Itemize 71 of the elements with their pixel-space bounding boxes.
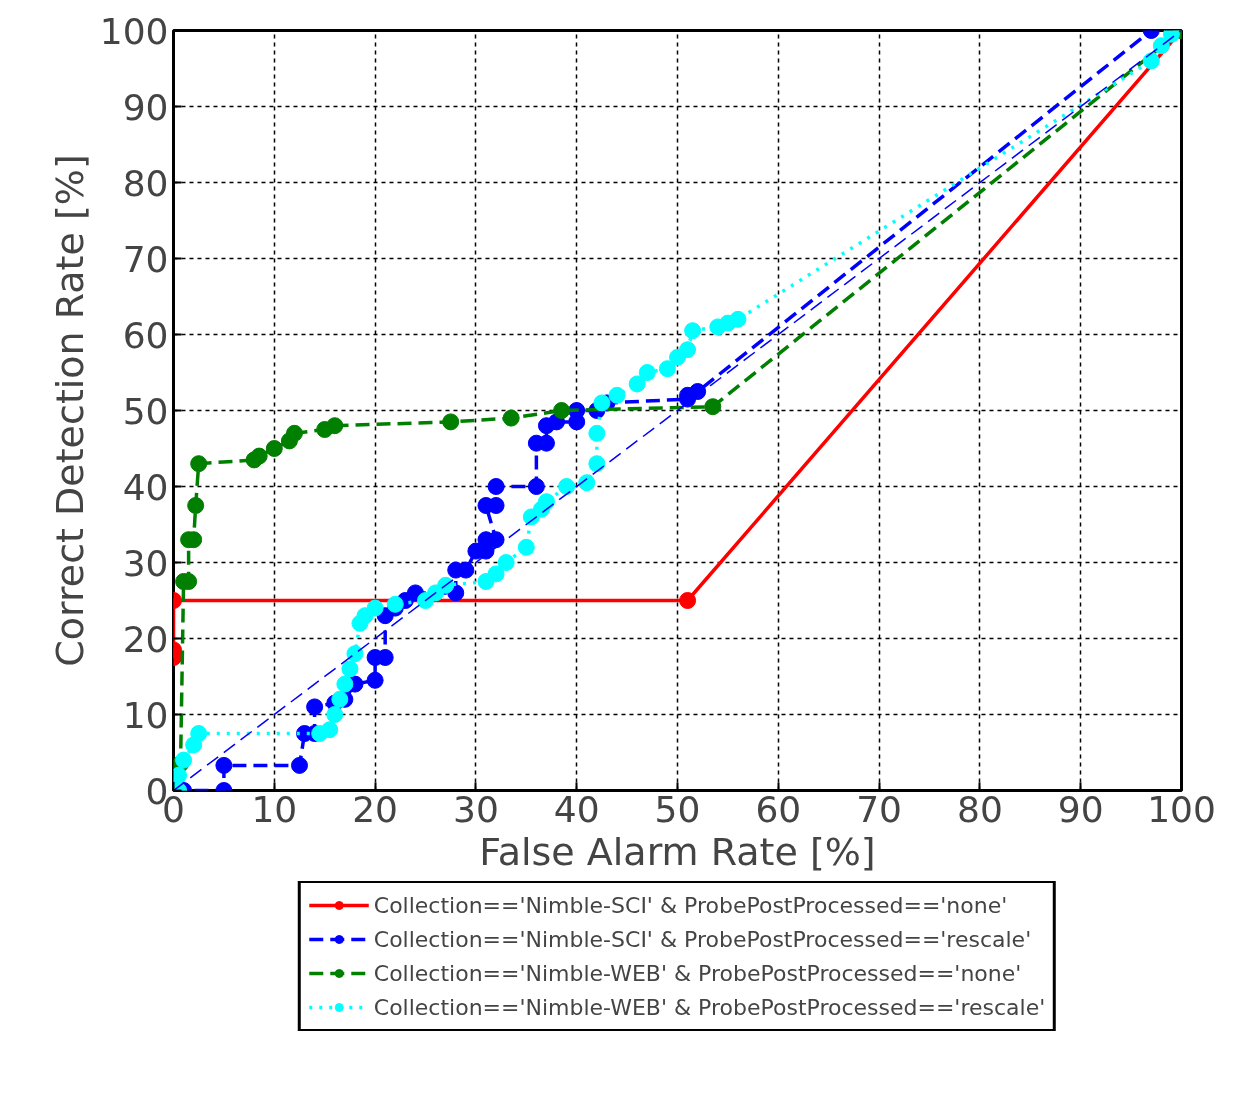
- point: [608, 386, 626, 404]
- point: [326, 706, 344, 723]
- x-tick-label: 30: [453, 788, 499, 830]
- point: [537, 493, 555, 511]
- point: [497, 554, 515, 571]
- point: [265, 440, 283, 457]
- y-tick-label: 80: [122, 162, 169, 204]
- point: [321, 721, 339, 739]
- point: [190, 725, 208, 742]
- point: [326, 417, 344, 435]
- x-tick-label: 40: [553, 788, 600, 830]
- y-axis-title: Correct Detection Rate [%]: [47, 154, 92, 667]
- point: [190, 455, 208, 473]
- point: [684, 322, 702, 340]
- y-tick-label: 40: [122, 466, 169, 508]
- point: [628, 375, 646, 393]
- point: [187, 497, 205, 514]
- point: [250, 447, 268, 465]
- point: [527, 478, 545, 495]
- x-tick-label: 100: [1147, 788, 1216, 830]
- x-tick-label: 10: [251, 788, 298, 830]
- y-tick-label: 30: [122, 542, 169, 584]
- legend-label: Collection=='Nimble-SCI' & ProbePostProcessed=='none': [373, 891, 1008, 919]
- point: [593, 394, 611, 412]
- point: [346, 645, 364, 663]
- y-tick-label: 70: [122, 238, 169, 280]
- point: [704, 398, 722, 416]
- point: [336, 675, 354, 693]
- x-tick-label: 80: [957, 788, 1003, 830]
- y-tick-label: 60: [122, 314, 169, 356]
- point: [689, 383, 707, 400]
- point: [487, 478, 505, 495]
- point: [658, 360, 676, 378]
- point: [517, 538, 535, 556]
- point: [502, 409, 520, 427]
- point: [366, 671, 384, 689]
- point: [175, 751, 193, 769]
- x-axis-title: False Alarm Rate [%]: [479, 829, 876, 874]
- point: [366, 599, 384, 617]
- point: [306, 698, 324, 716]
- x-tick-label: 90: [1057, 788, 1104, 830]
- point: [729, 310, 747, 328]
- point: [558, 478, 576, 495]
- point: [442, 413, 460, 431]
- point: [341, 660, 359, 678]
- point: [331, 690, 349, 708]
- point: [285, 424, 303, 442]
- point: [1152, 37, 1170, 55]
- x-tick-label: 20: [352, 788, 399, 830]
- point: [679, 341, 697, 359]
- point: [588, 455, 606, 473]
- legend-label: Collection=='Nimble-SCI' & ProbePostProcessed=='rescale': [373, 925, 1032, 953]
- legend-label: Collection=='Nimble-WEB' & ProbePostProcessed=='none': [373, 959, 1022, 987]
- point: [386, 595, 404, 613]
- point: [638, 364, 656, 381]
- y-tick-label: 50: [122, 390, 169, 432]
- point: [1142, 52, 1160, 70]
- point: [588, 424, 606, 442]
- point: [578, 474, 596, 492]
- point: [215, 756, 233, 774]
- y-tick-label: 100: [99, 10, 169, 52]
- point: [487, 565, 505, 583]
- x-tick-label: 60: [755, 788, 802, 830]
- point: [291, 756, 308, 774]
- y-tick-label: 90: [122, 86, 169, 128]
- x-tick-label: 70: [856, 788, 903, 830]
- y-tick-label: 10: [122, 694, 169, 736]
- y-tick-label: 20: [122, 618, 169, 660]
- point: [553, 402, 571, 419]
- legend-label: Collection=='Nimble-WEB' & ProbePostProcessed=='rescale': [373, 993, 1046, 1021]
- x-tick-label: 50: [654, 788, 701, 830]
